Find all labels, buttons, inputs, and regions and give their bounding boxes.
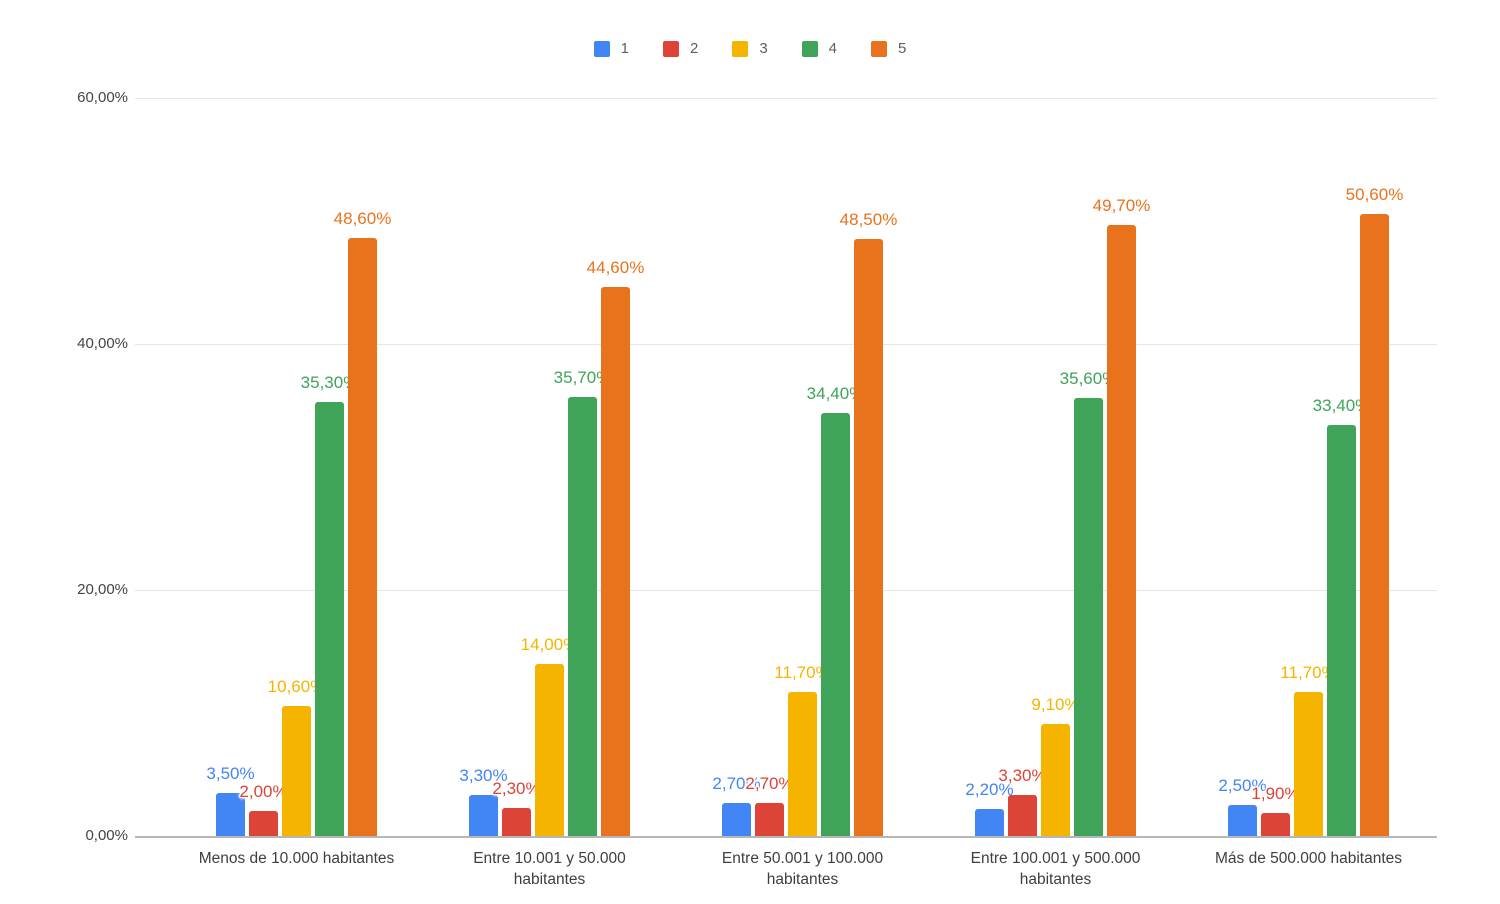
legend-entry-1[interactable]: 1: [593, 40, 629, 57]
bar-value-label-series2-cat1: 2,00%: [239, 782, 288, 802]
bar-value-label-series4-cat1: 35,30%: [300, 372, 359, 392]
bar-series3-cat5[interactable]: [1294, 692, 1323, 836]
legend-swatch-icon: [871, 40, 888, 57]
legend-swatch-icon: [801, 40, 818, 57]
x-axis-category-label-5: Más de 500.000 habitantes: [1215, 850, 1402, 867]
bar-value-label-series1-cat2: 3,30%: [459, 766, 508, 786]
bar-value-label-series4-cat5: 33,40%: [1312, 396, 1371, 416]
bar-value-label-series1-cat5: 2,50%: [1218, 776, 1267, 796]
x-axis-category-label-4: Entre 100.001 y 500.000 habitantes: [970, 850, 1141, 888]
legend-label: 2: [689, 40, 699, 57]
x-axis-category-label-3: Entre 50.001 y 100.000 habitantes: [721, 850, 884, 888]
bar-value-label-series5-cat4: 49,70%: [1092, 195, 1151, 215]
y-axis-tick-label: 0,00%: [85, 827, 128, 844]
bar-value-label-series4-cat3: 34,40%: [806, 383, 865, 403]
bar-value-label-series4-cat4: 35,60%: [1059, 369, 1118, 389]
bar-series2-cat4[interactable]: [1008, 795, 1037, 836]
legend-entry-2[interactable]: 2: [662, 40, 699, 57]
legend-label: 5: [898, 40, 907, 57]
bar-series4-cat1[interactable]: [315, 401, 344, 836]
legend-label: 3: [759, 40, 768, 57]
legend-swatch-icon: [593, 40, 610, 57]
y-axis-tick-label: 40,00%: [77, 335, 128, 352]
bar-value-label-series4-cat2: 35,70%: [553, 367, 612, 387]
bar-series3-cat4[interactable]: [1041, 724, 1070, 836]
bar-value-label-series3-cat1: 10,60%: [267, 676, 326, 696]
legend-entry-4[interactable]: 4: [801, 40, 838, 57]
bar-series1-cat3[interactable]: [722, 802, 751, 836]
gridline-60: [135, 98, 1437, 99]
bar-value-label-series5-cat5: 50,60%: [1345, 184, 1404, 204]
bar-series1-cat4[interactable]: [975, 808, 1004, 836]
bar-value-label-series1-cat1: 3,50%: [206, 763, 255, 783]
bar-series5-cat5[interactable]: [1360, 213, 1389, 836]
bar-value-label-series3-cat2: 14,00%: [520, 634, 579, 654]
bar-value-label-series2-cat2: 2,30%: [492, 778, 541, 798]
bar-series1-cat1[interactable]: [216, 792, 245, 836]
x-axis-category-label-1: Menos de 10.000 habitantes: [198, 850, 395, 867]
bar-series3-cat1[interactable]: [282, 705, 311, 836]
bar-series2-cat2[interactable]: [502, 807, 531, 836]
bar-series4-cat4[interactable]: [1074, 398, 1103, 836]
legend-swatch-icon: [732, 40, 749, 57]
legend-label: 1: [620, 40, 629, 57]
bar-series4-cat3[interactable]: [821, 412, 850, 836]
y-axis-tick-label: 20,00%: [77, 581, 128, 598]
x-axis-baseline: [135, 836, 1437, 838]
bar-series2-cat1[interactable]: [249, 811, 278, 836]
bar-value-label-series5-cat2: 44,60%: [586, 258, 645, 278]
bar-series5-cat3[interactable]: [854, 239, 883, 836]
bar-series5-cat2[interactable]: [601, 287, 630, 836]
bar-series1-cat2[interactable]: [469, 795, 498, 836]
bar-value-label-series5-cat3: 48,50%: [839, 210, 898, 230]
bar-series2-cat5[interactable]: [1261, 812, 1290, 836]
y-axis-tick-label: 60,00%: [77, 89, 128, 106]
bar-series1-cat5[interactable]: [1228, 805, 1257, 836]
gridline-40: [135, 344, 1437, 345]
legend-entry-5[interactable]: 5: [871, 40, 906, 57]
bar-value-label-series2-cat3: 2,70%: [745, 773, 794, 793]
legend-swatch-icon: [662, 40, 679, 57]
bar-series3-cat2[interactable]: [535, 663, 564, 836]
bar-value-label-series3-cat4: 9,10%: [1031, 695, 1080, 715]
bar-series2-cat3[interactable]: [755, 802, 784, 836]
bar-value-label-series3-cat3: 11,70%: [774, 663, 831, 683]
legend-entry-3[interactable]: 3: [732, 40, 768, 57]
gridline-20: [135, 590, 1437, 591]
bar-series4-cat5[interactable]: [1327, 425, 1356, 836]
bar-series3-cat3[interactable]: [788, 692, 817, 836]
bar-value-label-series2-cat5: 1,90%: [1251, 783, 1300, 803]
chart-legend: 1 2 3 4 5: [0, 40, 1500, 57]
bar-value-label-series3-cat5: 11,70%: [1280, 663, 1337, 683]
bar-series4-cat2[interactable]: [568, 396, 597, 836]
bar-series5-cat4[interactable]: [1107, 224, 1136, 836]
x-axis-category-label-2: Entre 10.001 y 50.000 habitantes: [473, 850, 626, 888]
bar-series5-cat1[interactable]: [348, 238, 377, 836]
bar-value-label-series1-cat4: 2,20%: [965, 779, 1014, 799]
bar-value-label-series1-cat3: 2,70%: [712, 773, 761, 793]
bar-value-label-series5-cat1: 48,60%: [333, 209, 392, 229]
bar-value-label-series2-cat4: 3,30%: [998, 766, 1047, 786]
legend-label: 4: [828, 40, 838, 57]
